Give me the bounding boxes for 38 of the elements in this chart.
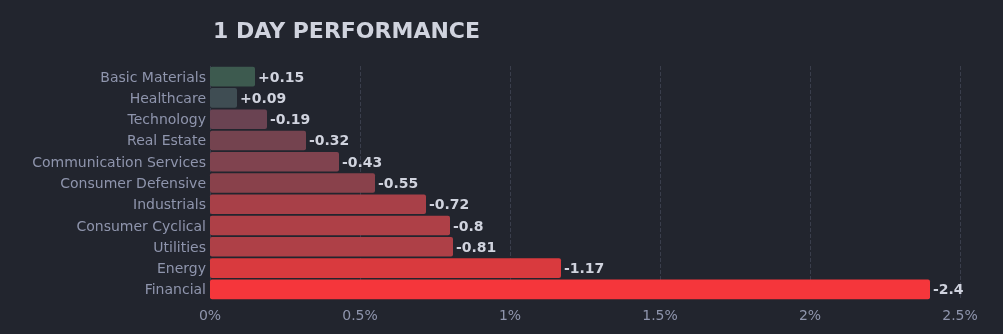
bar (210, 279, 930, 300)
y-tick-label: Real Estate (127, 132, 206, 149)
annotation: -0.32 (309, 132, 350, 149)
y-tick-label: Healthcare (129, 89, 206, 106)
y-tick-label: Consumer Cyclical (76, 217, 206, 234)
y-tick-label: Technology (126, 111, 206, 128)
annotation: -0.81 (456, 238, 497, 255)
y-tick-label: Basic Materials (100, 68, 206, 85)
bar (210, 194, 426, 215)
x-tick-label: 0.5% (342, 307, 378, 323)
bar (210, 237, 453, 257)
chart-title: 1 DAY PERFORMANCE (213, 17, 481, 43)
annotation: -0.72 (429, 196, 470, 213)
bar (210, 130, 306, 151)
annotation: -0.43 (342, 153, 383, 170)
bar (210, 88, 237, 108)
annotation: +0.09 (240, 89, 287, 106)
annotation: -0.8 (453, 217, 484, 234)
y-tick-label: Industrials (133, 196, 206, 213)
y-tick-label: Energy (156, 260, 206, 277)
y-tick-label: Consumer Defensive (60, 175, 206, 191)
bar (210, 109, 267, 129)
bar (210, 215, 450, 236)
annotation: -1.17 (564, 260, 605, 277)
bar (210, 66, 255, 87)
annotation: -0.55 (378, 175, 419, 191)
x-tick-label: 1% (498, 307, 522, 323)
bar (210, 258, 561, 278)
x-tick-label: 2% (798, 307, 822, 323)
annotation: -2.4 (933, 281, 964, 298)
y-tick-label: Utilities (153, 238, 206, 255)
y-tick-label: Financial (144, 281, 206, 298)
y-tick-label: Communication Services (32, 153, 206, 170)
x-tick-label: 2.5% (942, 307, 978, 323)
x-tick-label: 1.5% (642, 307, 678, 323)
annotation: -0.19 (270, 111, 311, 128)
x-tick-label: 0% (198, 307, 222, 323)
annotation: +0.15 (258, 68, 305, 85)
